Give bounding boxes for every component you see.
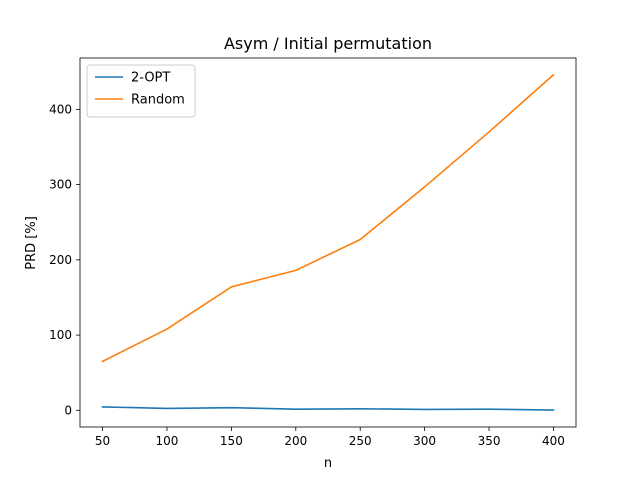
y-axis-label: PRD [%] (24, 216, 39, 270)
legend: 2-OPT Random (86, 64, 196, 118)
y-tick-label: 100 (49, 328, 72, 342)
x-tick-label: 350 (478, 434, 501, 448)
legend-label: Random (131, 93, 185, 108)
series-line-2-opt (101, 406, 555, 411)
axes-frame (79, 57, 577, 428)
x-tick-label: 300 (413, 434, 436, 448)
plot-area: 50 100 150 200 250 300 350 400 0 100 200 300 400 (49, 57, 577, 448)
x-tick-label: 200 (284, 434, 307, 448)
y-tick-label: 300 (49, 178, 72, 192)
legend-label: 2-OPT (131, 71, 170, 86)
x-tick-label: 250 (349, 434, 372, 448)
x-tick-label: 100 (156, 434, 179, 448)
y-tick-label: 0 (64, 403, 72, 417)
legend-box (86, 64, 196, 118)
chart-title: Asym / Initial permutation (224, 34, 432, 53)
x-tick-label: 50 (95, 434, 110, 448)
x-tick-label: 150 (220, 434, 243, 448)
y-tick-label: 200 (49, 253, 72, 267)
series-line-random (101, 73, 555, 363)
x-axis-label: n (324, 456, 332, 471)
y-tick-label: 400 (49, 102, 72, 116)
x-tick-label: 400 (542, 434, 565, 448)
